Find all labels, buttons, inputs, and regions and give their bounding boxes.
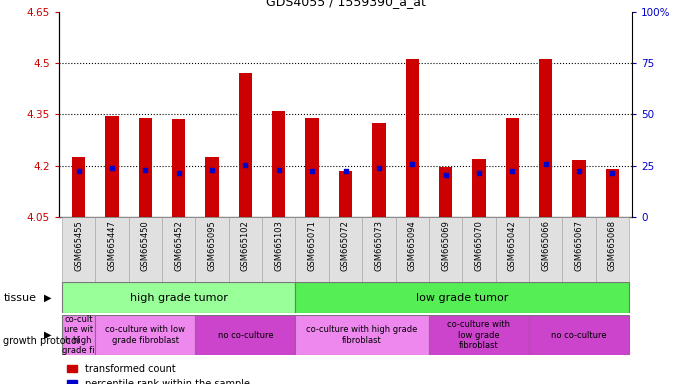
Bar xyxy=(472,159,486,217)
Bar xyxy=(372,123,386,217)
Point xyxy=(140,167,151,174)
Bar xyxy=(106,116,119,217)
Bar xyxy=(562,217,596,282)
Bar xyxy=(506,118,519,217)
Bar xyxy=(495,217,529,282)
Text: tissue: tissue xyxy=(3,293,37,303)
Title: GDS4055 / 1559390_a_at: GDS4055 / 1559390_a_at xyxy=(265,0,426,8)
Point xyxy=(106,165,117,171)
Point xyxy=(240,162,251,168)
Text: GSM665103: GSM665103 xyxy=(274,220,283,271)
Point xyxy=(340,168,351,174)
Text: co-culture with low
grade fibroblast: co-culture with low grade fibroblast xyxy=(106,325,185,345)
Point xyxy=(307,168,318,174)
Text: GSM665452: GSM665452 xyxy=(174,220,183,271)
Point xyxy=(273,167,284,174)
Point xyxy=(574,168,585,174)
Text: high grade tumor: high grade tumor xyxy=(130,293,228,303)
Bar xyxy=(605,169,619,217)
Text: GSM665095: GSM665095 xyxy=(207,220,216,271)
Bar xyxy=(205,157,219,217)
Bar xyxy=(62,217,95,282)
Bar xyxy=(172,119,185,217)
Point xyxy=(207,167,218,174)
Point xyxy=(440,172,451,178)
Bar xyxy=(362,217,395,282)
Bar xyxy=(462,217,495,282)
Text: GSM665042: GSM665042 xyxy=(508,220,517,271)
Bar xyxy=(296,217,329,282)
Bar xyxy=(229,217,262,282)
Bar xyxy=(72,157,86,217)
Text: GSM665068: GSM665068 xyxy=(608,220,617,271)
Text: GSM665102: GSM665102 xyxy=(241,220,250,271)
Bar xyxy=(196,217,229,282)
Text: ▶: ▶ xyxy=(44,293,51,303)
Text: low grade tumor: low grade tumor xyxy=(416,293,509,303)
Point xyxy=(173,170,184,177)
Text: GSM665073: GSM665073 xyxy=(375,220,384,271)
Point xyxy=(473,170,484,176)
Bar xyxy=(139,118,152,217)
Point xyxy=(407,161,418,167)
Text: GSM665071: GSM665071 xyxy=(307,220,316,271)
Text: GSM665094: GSM665094 xyxy=(408,220,417,271)
Text: GSM665455: GSM665455 xyxy=(74,220,83,271)
Bar xyxy=(572,161,585,217)
Bar xyxy=(529,217,562,282)
Bar xyxy=(196,315,296,355)
Bar xyxy=(129,217,162,282)
Text: co-culture with high grade
fibroblast: co-culture with high grade fibroblast xyxy=(307,325,418,345)
Bar xyxy=(429,315,529,355)
Bar xyxy=(439,167,452,217)
Text: co-cult
ure wit
h high
grade fi: co-cult ure wit h high grade fi xyxy=(62,315,95,355)
Text: GSM665070: GSM665070 xyxy=(475,220,484,271)
Text: GSM665450: GSM665450 xyxy=(141,220,150,271)
Bar xyxy=(95,217,129,282)
Point xyxy=(540,161,551,167)
Text: co-culture with
low grade
fibroblast: co-culture with low grade fibroblast xyxy=(447,320,511,350)
Point xyxy=(607,170,618,176)
Bar xyxy=(406,60,419,217)
Text: ▶: ▶ xyxy=(44,330,51,340)
Bar xyxy=(305,118,319,217)
Bar xyxy=(529,315,629,355)
Point xyxy=(373,165,384,171)
Bar xyxy=(296,282,629,313)
Bar xyxy=(239,73,252,217)
Bar xyxy=(262,217,296,282)
Bar xyxy=(95,315,196,355)
Text: no co-culture: no co-culture xyxy=(551,331,607,339)
Bar xyxy=(296,315,429,355)
Bar xyxy=(539,60,552,217)
Text: GSM665069: GSM665069 xyxy=(441,220,450,271)
Bar xyxy=(329,217,362,282)
Bar xyxy=(62,282,296,313)
Bar xyxy=(339,171,352,217)
Point xyxy=(507,168,518,174)
Bar xyxy=(395,217,429,282)
Bar xyxy=(272,111,285,217)
Bar xyxy=(62,315,95,355)
Legend: transformed count, percentile rank within the sample: transformed count, percentile rank withi… xyxy=(64,360,254,384)
Text: GSM665066: GSM665066 xyxy=(541,220,550,271)
Text: GSM665067: GSM665067 xyxy=(574,220,583,271)
Bar xyxy=(162,217,196,282)
Text: growth protocol: growth protocol xyxy=(3,336,80,346)
Bar xyxy=(429,217,462,282)
Point xyxy=(73,168,84,174)
Bar xyxy=(596,217,629,282)
Text: GSM665447: GSM665447 xyxy=(108,220,117,271)
Text: GSM665072: GSM665072 xyxy=(341,220,350,271)
Text: no co-culture: no co-culture xyxy=(218,331,273,339)
